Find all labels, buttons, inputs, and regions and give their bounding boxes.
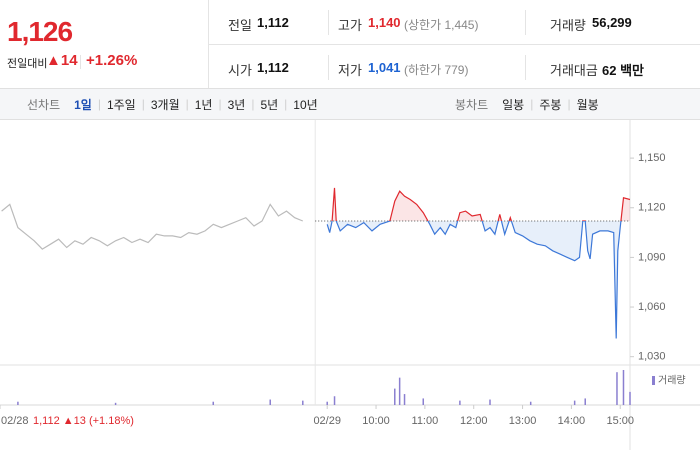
tab-separator: |: [567, 97, 571, 111]
x-tick-label: 02/29: [313, 415, 341, 427]
change: ▲14: [46, 52, 78, 69]
stat-label: 고가: [338, 18, 362, 33]
volume-bar: [529, 401, 532, 405]
volume-bar: [114, 402, 117, 405]
tab-separator: |: [97, 97, 101, 111]
legend-swatch: [652, 376, 655, 385]
stat-value: 62 백만: [602, 63, 644, 78]
x-tick-label: 10:00: [362, 415, 390, 427]
x-tick-label: 11:00: [412, 415, 439, 427]
line-up: [331, 187, 630, 221]
stat-label: 거래대금: [550, 63, 598, 78]
tab[interactable]: 1년: [194, 97, 213, 112]
volume-bar: [459, 400, 461, 405]
tab-separator: |: [218, 97, 222, 111]
tab[interactable]: 3개월: [150, 97, 180, 112]
stat-value: 1,041: [368, 60, 401, 75]
tab[interactable]: 일봉: [502, 97, 525, 112]
change-label: 전일대비: [7, 58, 48, 70]
stat-label: 전일: [228, 18, 252, 33]
volume-bar: [489, 399, 491, 405]
change-pct: +1.26%: [86, 52, 138, 69]
stat-value: 1,112: [257, 60, 289, 75]
y-tick-label: 1,030: [638, 351, 666, 363]
volume-bar: [394, 388, 396, 405]
stat-label: 거래량: [550, 18, 586, 33]
line: [1, 203, 304, 250]
y-tick-label: 1,120: [638, 202, 666, 214]
stat-note: (하한가 779): [404, 63, 469, 77]
tab-separator: |: [284, 97, 288, 111]
tab[interactable]: 5년: [260, 97, 279, 112]
volume-bar: [398, 377, 401, 405]
current-price: 1,126: [7, 16, 73, 47]
x-tick-label: 12:00: [460, 415, 488, 427]
tab[interactable]: 1주일: [106, 97, 136, 112]
tab[interactable]: 1일: [74, 97, 92, 112]
tab-group-label: 봉차트: [455, 97, 489, 112]
prev-summary: 1,112 ▲13 (+1.18%): [33, 415, 134, 427]
volume-bar: [212, 401, 215, 405]
tab-separator: |: [251, 97, 255, 111]
tab-group-label: 선차트: [27, 97, 61, 112]
chart: 1,150 1,120 1,090 1,060 1,030 02/28 02/29 10:00…: [0, 120, 700, 450]
volume-bar: [622, 370, 625, 405]
line-down: [326, 220, 622, 339]
stat-note: (상한가 1,445): [404, 18, 479, 32]
y-tick-label: 1,090: [638, 251, 666, 263]
volume-bar: [403, 394, 406, 405]
stat-label: 저가: [338, 63, 362, 78]
x-tick-label: 14:00: [558, 415, 586, 427]
chart-tabs: 선차트 1일 | 1주일 | 3개월 | 1년 | 3년 | 5년 | 10년 봉차트 일봉 | 주봉 | 월봉: [0, 88, 700, 120]
tab[interactable]: 3년: [227, 97, 246, 112]
tab-separator: |: [530, 97, 534, 111]
stat-label: 시가: [228, 63, 252, 78]
volume-bar: [573, 400, 576, 405]
area-down: [327, 220, 630, 339]
x-tick-label: 02/28: [1, 415, 29, 427]
y-tick-label: 1,150: [638, 152, 666, 164]
x-tick-label: 13:00: [509, 415, 537, 427]
tab-separator: |: [141, 97, 145, 111]
volume-bar: [269, 399, 271, 405]
tab[interactable]: 주봉: [539, 97, 562, 112]
stat-value: 1,140: [368, 15, 401, 30]
x-tick-label: 15:00: [606, 415, 634, 427]
volume-bar: [629, 391, 631, 405]
volume-bar: [422, 398, 425, 405]
tab[interactable]: 월봉: [576, 97, 599, 112]
tab-separator: |: [185, 97, 189, 111]
legend-label: 거래량: [658, 375, 686, 387]
volume-bar: [326, 401, 328, 405]
area-up: [332, 187, 630, 221]
volume-bar: [584, 398, 586, 405]
stat-value: 56,299: [592, 15, 632, 30]
tab[interactable]: 10년: [293, 97, 318, 112]
volume-bar: [616, 372, 618, 405]
volume-bar: [333, 396, 336, 405]
volume-bar: [17, 401, 19, 405]
y-tick-label: 1,060: [638, 301, 666, 313]
stat-value: 1,112: [257, 15, 289, 30]
volume-bar: [302, 400, 304, 405]
